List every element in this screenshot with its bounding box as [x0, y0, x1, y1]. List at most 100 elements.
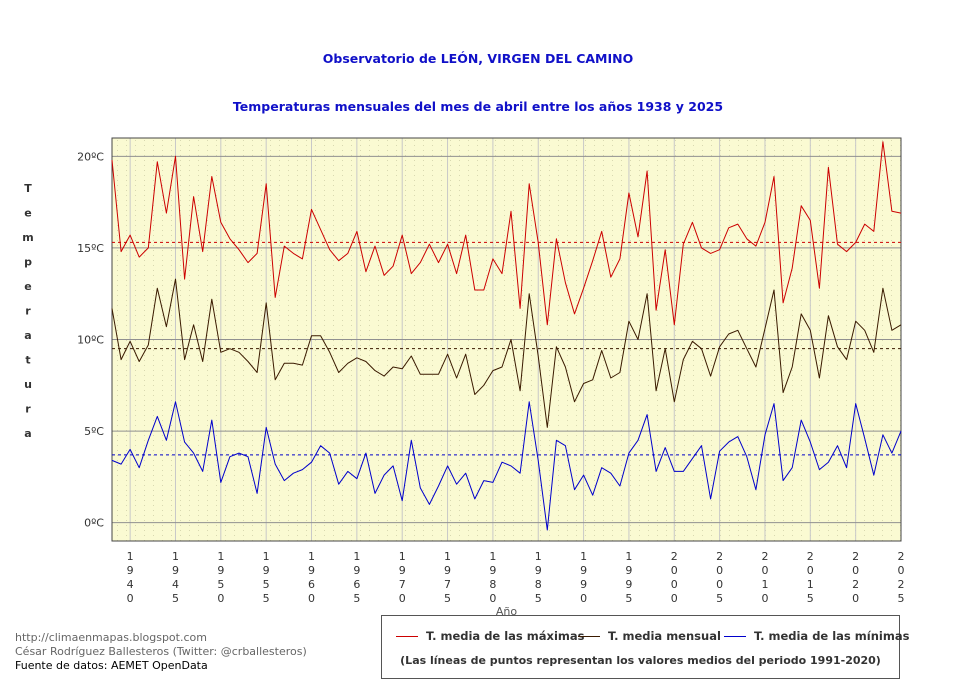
x-tick-label-digit: 1: [308, 550, 315, 563]
legend-swatch-mean: [578, 636, 600, 637]
x-tick-label-digit: 5: [535, 592, 542, 605]
y-axis-label-letter: p: [24, 256, 32, 269]
x-tick-label-digit: 9: [308, 564, 315, 577]
x-tick-label-digit: 9: [444, 564, 451, 577]
x-tick-label-digit: 0: [399, 592, 406, 605]
y-axis-label-letter: e: [24, 207, 31, 220]
y-axis-label-letter: a: [24, 329, 31, 342]
x-tick-label-digit: 4: [172, 578, 179, 591]
x-tick-label-digit: 5: [263, 592, 270, 605]
x-tick-label-digit: 9: [489, 564, 496, 577]
x-tick-label-digit: 5: [444, 592, 451, 605]
y-axis-label-letter: m: [22, 231, 33, 244]
x-tick-label-digit: 1: [127, 550, 134, 563]
x-tick-label-digit: 0: [671, 592, 678, 605]
chart-title: Observatorio de LEÓN, VIRGEN DEL CAMINO: [322, 51, 634, 66]
x-tick-label-digit: 9: [217, 564, 224, 577]
x-tick-label-digit: 1: [172, 550, 179, 563]
data-source-credit: Fuente de datos: AEMET OpenData: [15, 659, 208, 672]
x-tick-label-digit: 9: [535, 564, 542, 577]
y-axis-label-letter: e: [24, 280, 31, 293]
x-tick-label-digit: 9: [353, 564, 360, 577]
legend-item-min: T. media de las mínimas: [724, 629, 909, 643]
y-axis-label-letter: u: [24, 378, 32, 391]
x-tick-label-digit: 0: [898, 564, 905, 577]
y-axis-label-letter: t: [25, 354, 30, 367]
x-tick-label-digit: 1: [217, 550, 224, 563]
legend-label-min: T. media de las mínimas: [754, 629, 910, 643]
x-tick-label-digit: 9: [172, 564, 179, 577]
x-tick-label-digit: 2: [761, 550, 768, 563]
x-tick-label-digit: 1: [761, 578, 768, 591]
y-tick-label: 5ºC: [84, 425, 104, 438]
x-tick-label-digit: 0: [489, 592, 496, 605]
series-line: [111, 278, 902, 428]
x-tick-label-digit: 0: [308, 592, 315, 605]
x-tick-label-digit: 0: [761, 564, 768, 577]
x-tick-label-digit: 0: [852, 564, 859, 577]
legend-note: (Las líneas de puntos representan los va…: [400, 654, 881, 667]
x-tick-label-digit: 2: [852, 550, 859, 563]
x-tick-label-digit: 1: [353, 550, 360, 563]
legend-label-mean: T. media mensual: [608, 629, 721, 643]
x-tick-label-digit: 9: [580, 564, 587, 577]
x-tick-label-digit: 2: [898, 550, 905, 563]
x-tick-label-digit: 5: [263, 578, 270, 591]
x-tick-label-digit: 1: [807, 578, 814, 591]
x-tick-label-digit: 1: [580, 550, 587, 563]
x-tick-label-digit: 5: [353, 592, 360, 605]
x-tick-label-digit: 2: [898, 578, 905, 591]
x-tick-label-digit: 2: [671, 550, 678, 563]
x-tick-label-digit: 5: [898, 592, 905, 605]
x-tick-label-digit: 8: [489, 578, 496, 591]
y-axis-label-letter: r: [25, 305, 31, 318]
x-tick-label-digit: 5: [172, 592, 179, 605]
x-tick-label-digit: 0: [127, 592, 134, 605]
plot-border: [111, 137, 902, 542]
x-tick-label-digit: 0: [716, 578, 723, 591]
x-tick-label-digit: 2: [716, 550, 723, 563]
chart-legend: T. media de las máximas T. media mensual…: [381, 615, 909, 679]
x-tick-label-digit: 5: [217, 578, 224, 591]
x-tick-label-digit: 9: [625, 564, 632, 577]
x-tick-label-digit: 4: [127, 578, 134, 591]
x-tick-label-digit: 0: [671, 564, 678, 577]
x-tick-label-digit: 9: [399, 564, 406, 577]
blog-credit: http://climaenmapas.blogspot.com: [15, 631, 207, 644]
x-tick-label-digit: 6: [308, 578, 315, 591]
x-tick-label-digit: 0: [852, 592, 859, 605]
x-tick-label-digit: 1: [444, 550, 451, 563]
x-tick-label-digit: 0: [580, 592, 587, 605]
x-tick-label-digit: 0: [807, 564, 814, 577]
x-tick-label-digit: 1: [399, 550, 406, 563]
x-tick-label-digit: 8: [535, 578, 542, 591]
x-tick-label-digit: 7: [444, 578, 451, 591]
x-tick-label-digit: 2: [852, 578, 859, 591]
x-tick-label-digit: 2: [807, 550, 814, 563]
x-tick-label-digit: 6: [353, 578, 360, 591]
y-tick-label: 20ºC: [77, 150, 104, 163]
legend-item-max: T. media de las máximas: [396, 629, 584, 643]
x-tick-label-digit: 9: [625, 578, 632, 591]
x-axis-label: Año: [496, 605, 517, 618]
y-tick-label: 15ºC: [77, 242, 104, 255]
author-credit: César Rodríguez Ballesteros (Twitter: @c…: [15, 645, 307, 658]
x-tick-label-digit: 1: [489, 550, 496, 563]
chart-subtitle: Temperaturas mensuales del mes de abril …: [232, 99, 724, 114]
y-tick-label: 10ºC: [77, 334, 104, 347]
x-tick-label-digit: 9: [263, 564, 270, 577]
legend-swatch-min: [724, 636, 746, 637]
x-tick-label-digit: 5: [625, 592, 632, 605]
series-line: [111, 141, 902, 326]
x-tick-label-digit: 5: [716, 592, 723, 605]
x-tick-label-digit: 1: [535, 550, 542, 563]
y-axis-label-letter: a: [24, 427, 31, 440]
x-tick-label-digit: 9: [127, 564, 134, 577]
x-tick-label-digit: 1: [625, 550, 632, 563]
x-tick-label-digit: 0: [716, 564, 723, 577]
legend-label-max: T. media de las máximas: [426, 629, 585, 643]
series-line: [111, 401, 902, 531]
x-tick-label-digit: 1: [263, 550, 270, 563]
y-tick-label: 0ºC: [84, 517, 104, 530]
